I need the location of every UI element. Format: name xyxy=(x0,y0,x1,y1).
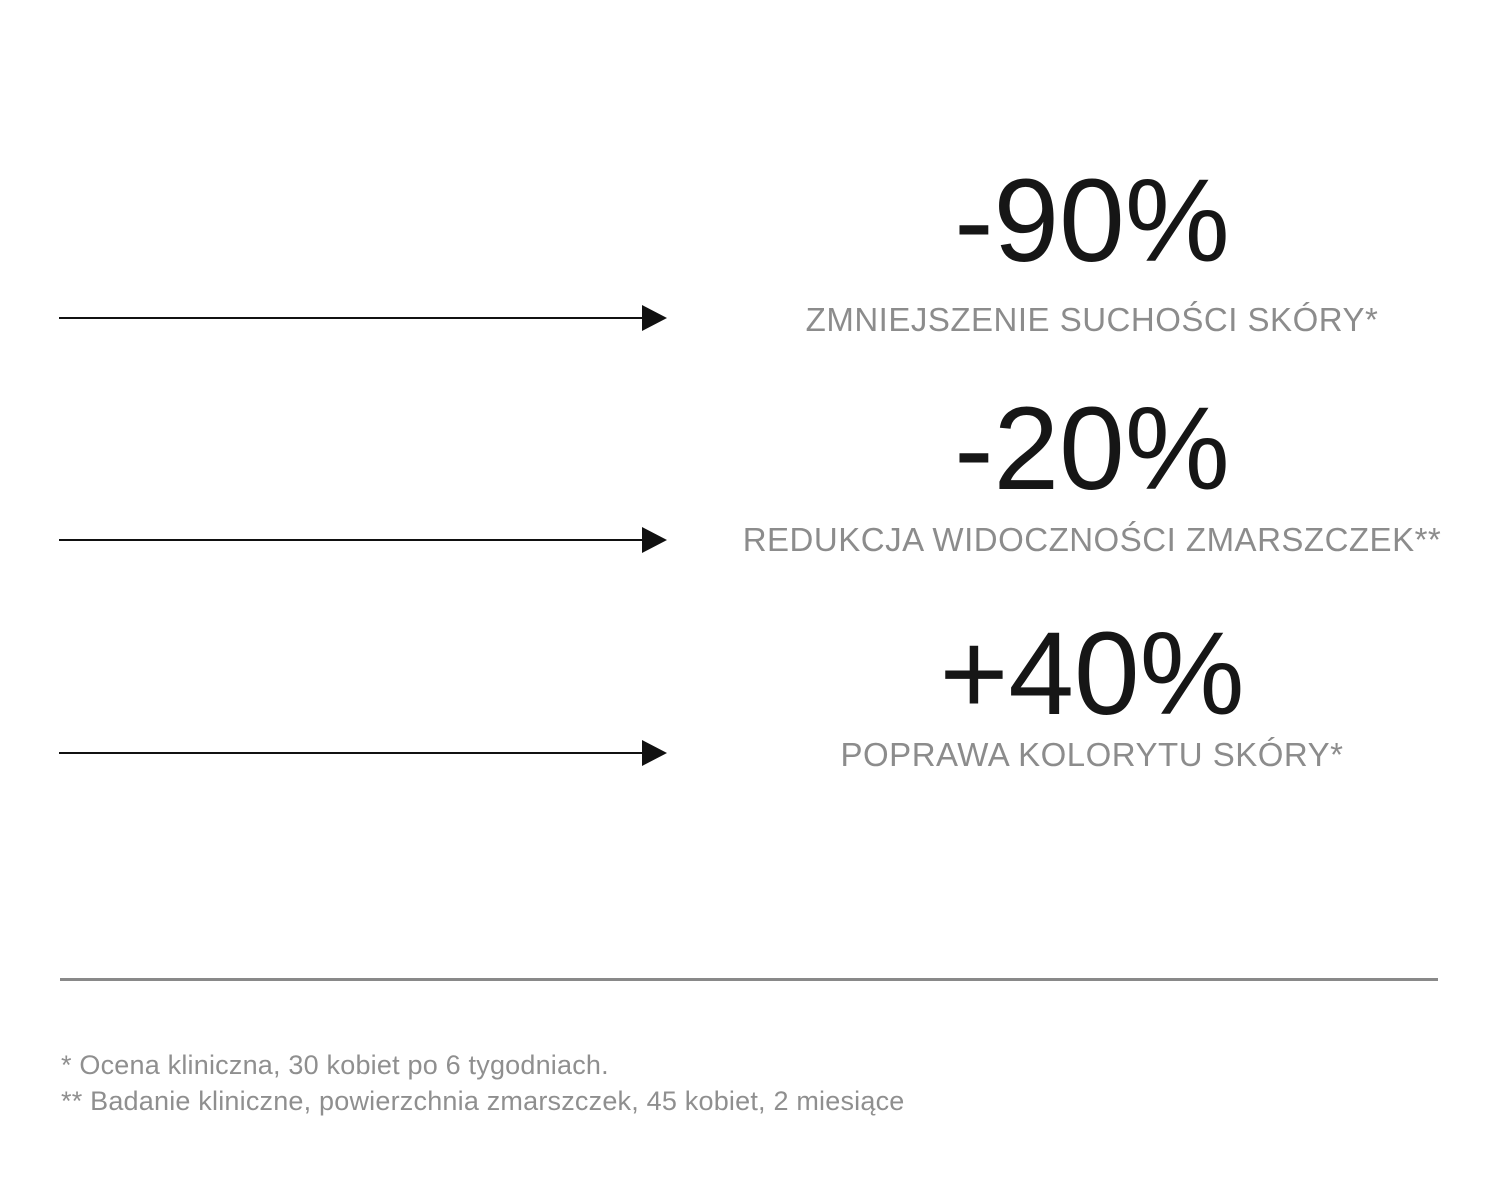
stat-value: -90% xyxy=(954,155,1230,287)
stat-value: -20% xyxy=(954,383,1230,515)
footnotes: * Ocena kliniczna, 30 kobiet po 6 tygodn… xyxy=(61,1047,905,1119)
right-arrow-icon xyxy=(59,740,667,766)
stat-label: REDUKCJA WIDOCZNOŚCI ZMARSZCZEK** xyxy=(742,521,1442,558)
divider xyxy=(60,978,1438,981)
footnote: * Ocena kliniczna, 30 kobiet po 6 tygodn… xyxy=(61,1050,609,1080)
right-arrow-icon xyxy=(59,527,667,553)
stat-value: +40% xyxy=(939,608,1245,740)
stat-label: POPRAWA KOLORYTU SKÓRY* xyxy=(840,736,1344,773)
stat-label: ZMNIEJSZENIE SUCHOŚCI SKÓRY* xyxy=(805,301,1379,338)
right-arrow-icon xyxy=(59,305,667,331)
footnote: ** Badanie kliniczne, powierzchnia zmars… xyxy=(61,1086,905,1116)
